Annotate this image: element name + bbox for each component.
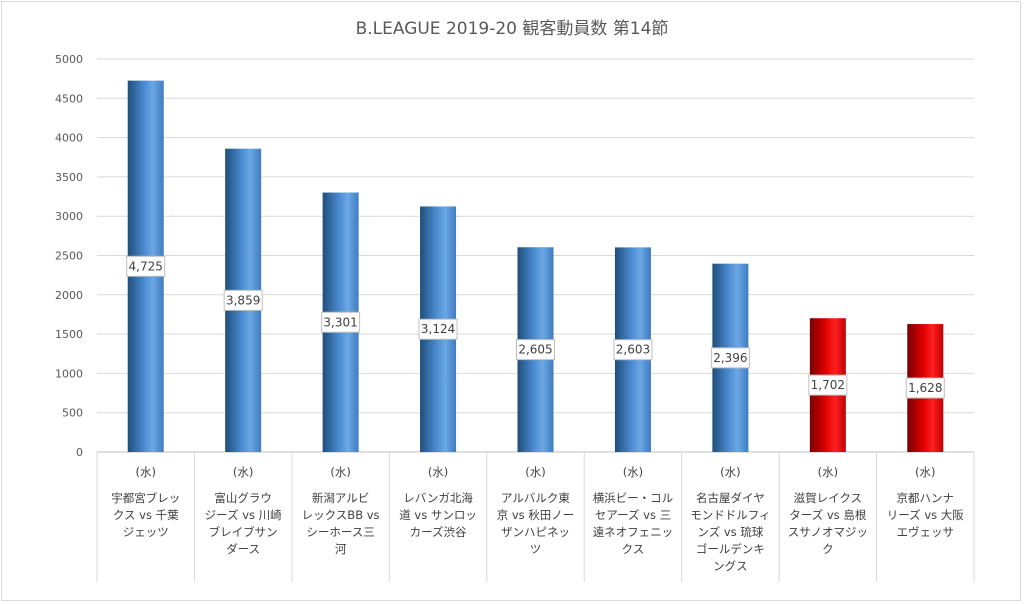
category-name-line: ク	[822, 542, 834, 556]
data-label: 2,396	[710, 347, 750, 369]
category-day: (水)	[623, 465, 643, 479]
category-day: (水)	[233, 465, 253, 479]
category-name-line: 富山グラウ	[214, 491, 272, 505]
category-name-line: シーホース三	[306, 525, 374, 539]
y-tick-label: 1500	[55, 328, 83, 341]
data-label: 1,702	[808, 374, 848, 396]
y-tick-label: 4000	[55, 132, 83, 145]
category-day: (水)	[818, 465, 838, 479]
category-name-line: 宇都宮ブレッ	[111, 491, 180, 505]
data-label: 3,859	[223, 289, 263, 311]
category-name-line: モンドドルフィ	[690, 508, 770, 522]
category-day: (水)	[428, 465, 448, 479]
category-name-line: 京都ハンナ	[897, 491, 955, 505]
category-day: (水)	[525, 465, 545, 479]
data-label-box	[613, 339, 653, 361]
category-name-line: カーズ渋谷	[410, 525, 467, 539]
data-label-text: 2,603	[616, 343, 650, 357]
category-day: (水)	[135, 465, 155, 479]
category-day: (水)	[720, 465, 740, 479]
y-tick-label: 2500	[55, 250, 83, 263]
data-label-text: 1,702	[811, 378, 845, 392]
data-label-text: 1,628	[908, 381, 942, 395]
data-label-box	[321, 311, 361, 333]
data-label-text: 3,859	[226, 293, 260, 307]
data-label: 2,605	[516, 339, 555, 361]
category-name-line: リーズ vs 大阪	[887, 508, 965, 522]
data-label-box	[808, 374, 848, 396]
y-tick-label: 3000	[55, 210, 83, 223]
data-label-text: 2,396	[713, 351, 747, 365]
category-name-line: 新潟アルビ	[312, 491, 369, 505]
category-name-line: ザンハピネッ	[501, 525, 570, 539]
category-name-line: レバンガ北海	[403, 491, 473, 505]
category-name-line: ブレイブサン	[209, 525, 278, 539]
data-label-text: 3,301	[323, 315, 357, 329]
category-name-line: 名古屋ダイヤ	[696, 491, 765, 505]
category-name-line: ジェッツ	[123, 525, 169, 539]
data-label-box	[905, 377, 945, 399]
category-day: (水)	[330, 465, 350, 479]
category-name-line: ングス	[713, 559, 748, 573]
category-name-line: エヴェッサ	[897, 525, 955, 539]
category-name-line: ツ	[530, 542, 542, 556]
data-label-text: 4,725	[129, 259, 163, 273]
data-label-box	[223, 289, 263, 311]
y-tick-label: 500	[62, 407, 83, 420]
data-label: 3,301	[321, 311, 361, 333]
category-name-line: ゴールデンキ	[696, 542, 765, 556]
category-name-line: ターズ vs 島根	[789, 508, 867, 522]
category-name-line: 京 vs 秋田ノー	[497, 508, 575, 522]
category-name-line: ジーズ vs 川崎	[205, 508, 283, 522]
y-tick-label: 4500	[55, 92, 83, 105]
y-tick-label: 0	[76, 446, 83, 459]
category-name-line: ンズ vs 琉球	[697, 525, 763, 539]
data-label-box	[710, 347, 750, 369]
y-axis-ticks: 0 500 1000 1500 2000 2500 3000 3500 4000 4500 5000	[55, 53, 83, 459]
category-name-line: アルバルク東	[501, 491, 570, 505]
category-name-line: クス vs 千葉	[113, 508, 179, 522]
y-tick-label: 3500	[55, 171, 83, 184]
data-label-box	[516, 339, 555, 361]
data-label-box	[418, 318, 458, 340]
category-name-line: 道 vs サンロッ	[399, 508, 477, 522]
category-name-line: 滋賀レイクス	[794, 491, 862, 505]
category-day: (水)	[915, 465, 935, 479]
data-label: 4,725	[126, 255, 166, 277]
y-tick-label: 5000	[55, 53, 83, 66]
category-name-line: スサノオマジッ	[788, 525, 868, 539]
category-name-line: クス	[622, 542, 645, 556]
data-labels: 4,725 3,859 3,301 3,124 2,605 2,603 2,396 1,702…	[126, 255, 945, 399]
data-label: 1,628	[905, 377, 945, 399]
category-name-line: レックスBB vs	[302, 508, 380, 522]
category-name-line: ダース	[226, 542, 260, 556]
data-label: 3,124	[418, 318, 458, 340]
category-name-line: 河	[335, 542, 347, 556]
category-name-line: セアーズ vs 三	[595, 508, 671, 522]
y-tick-label: 2000	[55, 289, 83, 302]
data-label-text: 3,124	[421, 322, 455, 336]
data-label-text: 2,605	[518, 343, 552, 357]
data-label-box	[126, 255, 166, 277]
bars	[127, 80, 944, 453]
chart-title: B.LEAGUE 2019-20 観客動員数 第14節	[356, 19, 669, 39]
category-name-line: 遠ネオフェニッ	[593, 525, 674, 539]
data-label: 2,603	[613, 339, 653, 361]
y-tick-label: 1000	[55, 367, 83, 380]
category-name-line: 横浜ビー・コル	[593, 491, 674, 505]
